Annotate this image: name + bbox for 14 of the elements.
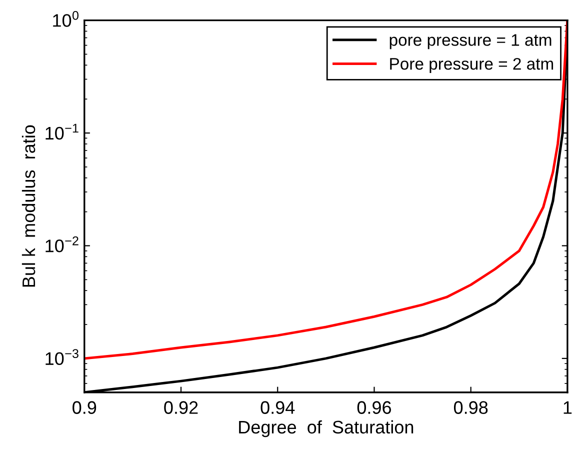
x-tick-label: 0.94 [260, 401, 295, 414]
legend-label: Pore pressure = 2 atm [390, 58, 554, 74]
y-tick-label: 10$^{0}$ [53, 10, 79, 27]
x-tick-label: 0.96 [357, 401, 392, 414]
x-axis-title: Degree of Saturation [239, 420, 414, 438]
legend-label: pore pressure = 1 atm [390, 34, 552, 50]
x-tick-label: 0.98 [454, 401, 488, 414]
x-tick-label: 0.92 [164, 401, 198, 414]
x-tick-label: 0.9 [72, 401, 96, 414]
y-axis-title: Bul k modulus ratio [22, 125, 36, 287]
y-tick-label: 10$^{−1}$ [46, 124, 78, 140]
x-tick-label: 1 [564, 401, 572, 414]
y-tick-label: 10$^{−3}$ [46, 349, 78, 366]
y-tick-label: 10$^{−2}$ [46, 236, 78, 252]
